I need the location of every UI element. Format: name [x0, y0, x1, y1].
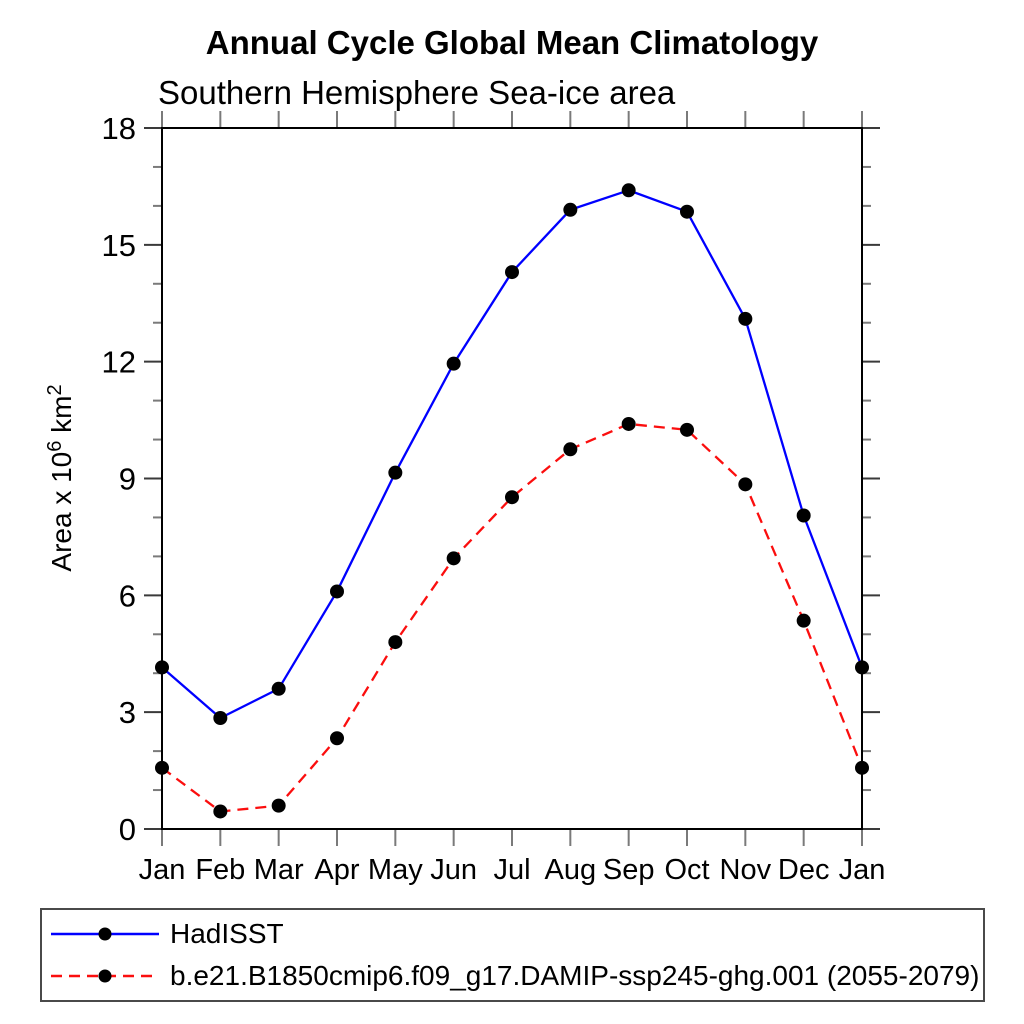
data-point [330, 584, 344, 599]
x-tick-label: Sep [603, 854, 655, 886]
legend-item-hadisst: HadISST [46, 915, 983, 953]
x-tick-label: Jan [839, 854, 886, 886]
x-tick-label: Jan [139, 854, 186, 886]
legend-sample-solid-line [51, 927, 159, 941]
legend-label-model-run: b.e21.B1850cmip6.f09_g17.DAMIP-ssp245-gh… [170, 960, 980, 992]
legend-sample-dashed-line [51, 969, 159, 983]
x-tick-label: Oct [664, 854, 709, 886]
data-point [680, 204, 694, 219]
y-tick-label: 9 [119, 462, 136, 497]
data-point [796, 508, 811, 523]
legend: HadISST b.e21.B1850cmip6.f09_g17.DAMIP-s… [40, 908, 985, 1002]
data-point [330, 731, 344, 746]
x-axis: Jan Feb Mar Apr May Jun Jul Aug Sep Oct Nov Dec Jan [139, 111, 886, 886]
series-line-1 [161, 422, 864, 813]
x-tick-label: Dec [778, 854, 830, 886]
y-tick-label: 6 [119, 578, 136, 613]
data-point [446, 551, 461, 566]
x-tick-label: Jun [430, 854, 477, 886]
data-point [680, 422, 694, 437]
series-1 [155, 416, 869, 819]
data-point [388, 635, 403, 650]
x-tick-label: Apr [314, 854, 359, 886]
data-point [155, 760, 169, 775]
data-point [213, 804, 228, 819]
chart-title: Annual Cycle Global Mean Climatology [205, 24, 819, 61]
data-point [738, 311, 753, 326]
data-point [446, 356, 461, 371]
y-tick-label: 12 [102, 345, 136, 380]
data-point [505, 265, 519, 280]
data-point [738, 477, 753, 492]
x-tick-label: Mar [254, 854, 304, 886]
series-0 [155, 183, 869, 726]
x-tick-label: May [368, 854, 423, 886]
data-point [271, 798, 286, 813]
legend-marker-circle [98, 927, 112, 941]
x-tick-label: Jul [493, 854, 530, 886]
y-tick-label: 3 [119, 695, 136, 730]
y-tick-label: 18 [102, 111, 136, 146]
data-point [563, 202, 578, 217]
x-tick-label: Nov [720, 854, 772, 886]
data-point [271, 681, 286, 696]
sea-ice-annual-cycle-chart: Jan Feb Mar Apr May Jun Jul Aug Sep Oct Nov Dec Jan0… [44, 111, 886, 886]
legend-marker-circle [98, 969, 112, 983]
plot-frame [161, 127, 863, 830]
data-point [155, 660, 169, 675]
data-point [621, 183, 636, 198]
data-point [563, 442, 578, 457]
data-point [621, 416, 636, 431]
data-point [213, 711, 228, 726]
data-point [505, 490, 519, 505]
chart-subtitle: Southern Hemisphere Sea-ice area [158, 74, 676, 111]
y-tick-label: 15 [102, 228, 136, 263]
data-point [388, 465, 403, 480]
y-axis: 0 3 6 9 12 15 18 [102, 111, 880, 847]
y-tick-label: 0 [119, 812, 136, 847]
data-point [796, 613, 811, 628]
legend-item-model-run: b.e21.B1850cmip6.f09_g17.DAMIP-ssp245-gh… [46, 957, 983, 995]
data-point [855, 760, 869, 775]
x-tick-label: Aug [545, 854, 597, 886]
data-point [855, 660, 869, 675]
legend-label-hadisst: HadISST [170, 917, 284, 949]
x-tick-label: Feb [195, 854, 245, 886]
y-axis-title: Area x 106 km2 [44, 384, 77, 571]
